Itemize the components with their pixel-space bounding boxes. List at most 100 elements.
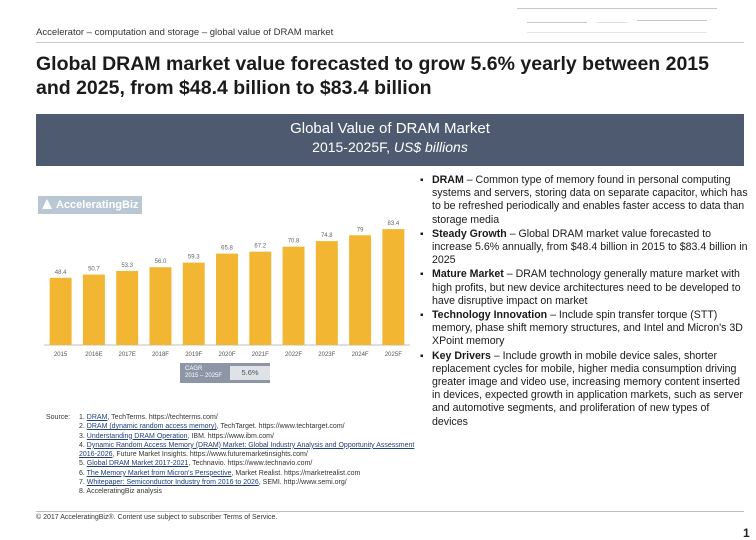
source-item: 7. Whitepaper: Semiconductor Industry fr…: [79, 478, 416, 487]
x-tick-label: 2022F: [285, 352, 302, 358]
source-link[interactable]: Global DRAM Market 2017-2021: [86, 460, 189, 468]
bar-2020F: [216, 253, 238, 345]
cagr-value: 5.6%: [230, 366, 270, 380]
page-number: 1: [743, 526, 750, 540]
bullet-item: Steady Growth – Global DRAM market value…: [418, 228, 748, 268]
data-label: 50.7: [88, 267, 100, 273]
source-number: 4.: [79, 441, 87, 449]
bar-2025F: [382, 229, 405, 345]
page-title: Global DRAM market value forecasted to g…: [36, 53, 709, 99]
bullet-item: Mature Market – DRAM technology generall…: [418, 268, 748, 308]
source-item: 8. AcceleratingBiz analysis: [79, 487, 416, 496]
chart-title-banner: Global Value of DRAM Market 2015-2025F, …: [36, 114, 744, 166]
source-item: 2. DRAM (dynamic random access memory), …: [79, 422, 416, 431]
breadcrumb: Accelerator – computation and storage – …: [36, 27, 334, 38]
bar-2023F: [315, 241, 338, 345]
data-label: 67.2: [254, 244, 266, 250]
x-tick-label: 2023F: [318, 352, 335, 358]
bullet-text: – Global DRAM market value forecasted to…: [432, 227, 748, 267]
source-number: 2.: [79, 423, 87, 431]
logo-text: AcceleratingBiz: [56, 199, 139, 211]
key-points-list: DRAM – Common type of memory found in pe…: [418, 174, 748, 430]
bullet-term: Technology Innovation: [432, 309, 548, 322]
bar-2019F: [182, 262, 205, 345]
chart-subtitle-units: US$ billions: [393, 139, 468, 155]
source-text: , Technavio. https://www.technavio.com/: [188, 460, 313, 468]
source-item: 3. Understanding DRAM Operation, IBM. ht…: [79, 432, 416, 441]
data-label: 48.4: [55, 270, 67, 276]
source-link[interactable]: Whitepaper: Semiconductor Industry from …: [86, 479, 259, 487]
source-number: 8.: [79, 488, 87, 496]
x-tick-label: 2017E: [119, 352, 136, 358]
source-item: 4. Dynamic Random Access Memory (DRAM) M…: [79, 441, 416, 460]
bullet-term: Steady Growth: [432, 227, 507, 240]
bar-2022F: [282, 246, 305, 345]
data-label: 53.3: [121, 263, 133, 269]
sources-list: Source: 1. DRAM, TechTerms. https://tech…: [36, 413, 416, 497]
data-label: 59.3: [188, 255, 200, 261]
bar-2018F: [149, 267, 172, 345]
bullet-text: – Include growth in mobile device sales,…: [432, 349, 743, 428]
source-item: 6. The Memory Market from Micron's Persp…: [79, 469, 416, 478]
logo-icon: [42, 199, 52, 209]
data-label: 56.0: [155, 259, 167, 265]
x-tick-label: 2019F: [185, 352, 202, 358]
x-tick-label: 2024F: [352, 352, 369, 358]
data-label: 79: [357, 227, 364, 233]
source-number: 6.: [79, 469, 87, 477]
bar-2024F: [349, 235, 372, 345]
x-tick-label: 2016E: [85, 352, 102, 358]
bar-2015: [49, 277, 72, 345]
chart-title: Global Value of DRAM Market: [290, 120, 490, 137]
sources-label: Source:: [46, 414, 71, 421]
bar-chart: 48.4 2015 50.7 2016E 53.3 2017E 56.0 2018F 59.3 2…: [44, 221, 410, 358]
x-tick-label: 2025F: [385, 352, 402, 358]
source-text: , SEMI. http://www.semi.org/: [258, 479, 347, 487]
source-text: AcceleratingBiz analysis: [86, 488, 162, 496]
bullet-term: Key Drivers: [432, 349, 491, 362]
source-link[interactable]: DRAM (dynamic random access memory): [86, 423, 217, 431]
data-label: 74.8: [321, 233, 333, 239]
cagr-label: CAGR: [185, 366, 203, 372]
source-link[interactable]: Understanding DRAM Operation: [86, 432, 188, 440]
data-label: 83.4: [388, 221, 400, 227]
source-item: 5. Global DRAM Market 2017-2021, Technav…: [79, 459, 416, 468]
x-tick-label: 2021F: [252, 352, 269, 358]
header-divider: [36, 42, 744, 43]
thumbnail-image: [517, 6, 717, 38]
cagr-period: 2015 – 2025F: [185, 373, 223, 379]
chart-subtitle-years: 2015-2025F,: [312, 139, 394, 155]
bullet-text: – Common type of memory found in persona…: [432, 174, 748, 226]
bullet-item: Key Drivers – Include growth in mobile d…: [418, 350, 748, 429]
data-label: 65.8: [221, 246, 233, 252]
source-text: , IBM. https://www.ibm.com/: [187, 432, 274, 440]
source-number: 3.: [79, 432, 87, 440]
x-tick-label: 2015: [54, 352, 68, 358]
source-text: , TechTarget. https://www.techtarget.com…: [216, 423, 345, 431]
bar-2021F: [249, 251, 272, 345]
footer-copyright: © 2017 AcceleratingBiz®. Content use sub…: [36, 514, 278, 521]
source-text: , Market Realist. https://marketrealist.…: [231, 469, 361, 477]
source-item: 1. DRAM, TechTerms. https://techterms.co…: [79, 413, 416, 422]
bar-2016E: [82, 274, 105, 345]
x-tick-label: 2018F: [152, 352, 169, 358]
source-link[interactable]: Dynamic Random Access Memory (DRAM) Mark…: [79, 441, 415, 459]
bullet-term: DRAM: [432, 174, 464, 186]
bullet-item: Technology Innovation – Include spin tra…: [418, 309, 748, 349]
source-number: 7.: [79, 479, 87, 487]
bullet-text: – Include spin transfer torque (STT) mem…: [432, 309, 743, 348]
data-label: 70.8: [288, 239, 300, 245]
source-link[interactable]: DRAM: [86, 414, 108, 421]
bullet-item: DRAM – Common type of memory found in pe…: [418, 174, 748, 227]
x-tick-label: 2020F: [218, 352, 235, 358]
footer-divider: [36, 511, 744, 512]
bullet-text: – DRAM technology generally mature marke…: [432, 268, 741, 307]
source-text: , TechTerms. https://techterms.com/: [107, 414, 218, 421]
source-text: , Future Market Insights. https://www.fu…: [112, 451, 308, 459]
bullet-term: Mature Market: [432, 268, 504, 281]
source-link[interactable]: The Memory Market from Micron's Perspect…: [86, 469, 232, 477]
source-number: 1.: [79, 414, 87, 421]
bar-2017E: [116, 270, 139, 345]
brand-logo: AcceleratingBiz: [38, 196, 142, 214]
chart-subtitle: 2015-2025F, US$ billions: [36, 138, 744, 156]
